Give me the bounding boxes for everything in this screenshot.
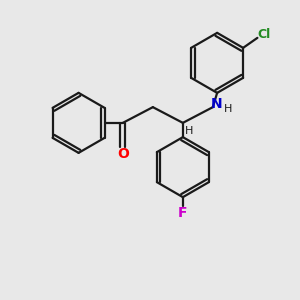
Text: F: F [178, 206, 188, 220]
Text: H: H [185, 126, 193, 136]
Text: O: O [117, 147, 129, 161]
Text: H: H [224, 103, 232, 114]
Text: N: N [211, 97, 222, 111]
Text: Cl: Cl [257, 28, 270, 41]
